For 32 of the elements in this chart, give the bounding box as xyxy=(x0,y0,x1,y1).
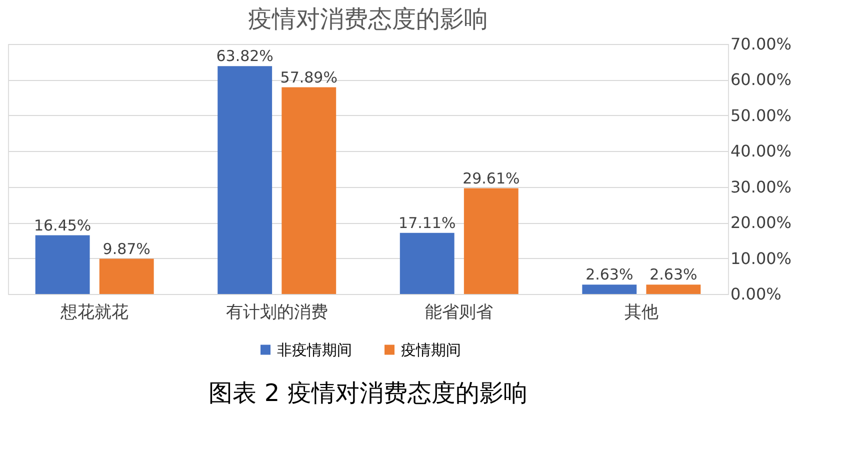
data-label: 57.89% xyxy=(280,68,338,86)
data-label: 16.45% xyxy=(34,216,92,234)
data-label: 2.63% xyxy=(650,266,698,284)
x-tick-label: 其他 xyxy=(624,302,658,322)
legend-label: 疫情期间 xyxy=(401,340,461,359)
bar xyxy=(646,284,701,294)
bar xyxy=(282,87,336,294)
data-label: 9.87% xyxy=(102,240,150,258)
y-tick-label: 40.00% xyxy=(730,142,792,161)
data-label: 29.61% xyxy=(462,169,520,188)
data-label: 17.11% xyxy=(398,214,456,232)
legend-label: 非疫情期间 xyxy=(277,340,352,359)
bar xyxy=(218,66,272,294)
data-label: 2.63% xyxy=(586,266,634,284)
y-tick-label: 0.00% xyxy=(730,284,782,304)
x-tick-label: 有计划的消费 xyxy=(226,302,328,322)
x-tick-label: 能省则省 xyxy=(425,302,494,322)
x-tick-label: 想花就花 xyxy=(60,302,129,322)
y-tick-label: 10.00% xyxy=(730,248,792,268)
bar xyxy=(400,232,454,294)
bar xyxy=(464,188,518,294)
chart-title: 疫情对消费态度的影响 xyxy=(248,5,488,33)
bar xyxy=(99,258,154,294)
y-tick-label: 70.00% xyxy=(730,34,792,54)
y-tick-label: 50.00% xyxy=(730,106,792,125)
y-tick-label: 30.00% xyxy=(730,177,792,196)
text: 图表 2 疫情对消费态度的影响 xyxy=(208,379,528,407)
bar xyxy=(35,235,90,294)
bar xyxy=(582,284,637,294)
data-label: 63.82% xyxy=(216,47,274,66)
y-tick-label: 20.00% xyxy=(730,213,792,232)
y-tick-label: 60.00% xyxy=(730,70,792,90)
